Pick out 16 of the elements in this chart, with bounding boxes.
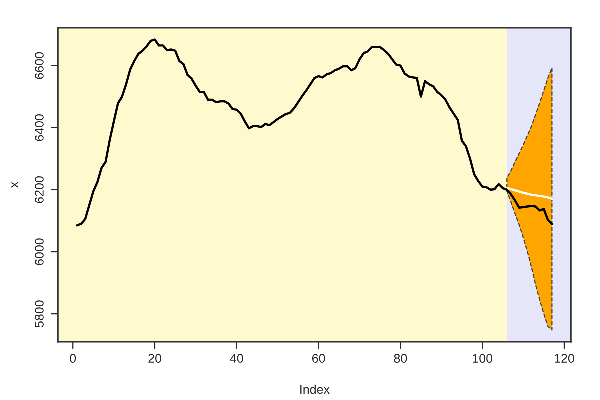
y-axis-title: x <box>12 182 18 188</box>
y-tick-label: 6400 <box>35 114 44 142</box>
x-tick-label: 100 <box>473 354 493 363</box>
x-tick-label: 60 <box>312 354 326 363</box>
y-tick-label: 6200 <box>35 176 44 204</box>
line-series <box>76 38 554 227</box>
x-tick-label: 20 <box>148 354 162 363</box>
x-tick-label: 40 <box>230 354 244 363</box>
y-tick-label: 6600 <box>35 52 44 80</box>
y-tick-label: 5800 <box>35 300 44 328</box>
x-axis-title: Index <box>300 384 330 394</box>
x-tick-label: 120 <box>555 354 574 363</box>
y-tick-label: 6000 <box>35 238 44 266</box>
line-series <box>506 187 554 200</box>
x-tick-label: 0 <box>70 354 76 363</box>
x-tick-label: 80 <box>394 354 408 363</box>
